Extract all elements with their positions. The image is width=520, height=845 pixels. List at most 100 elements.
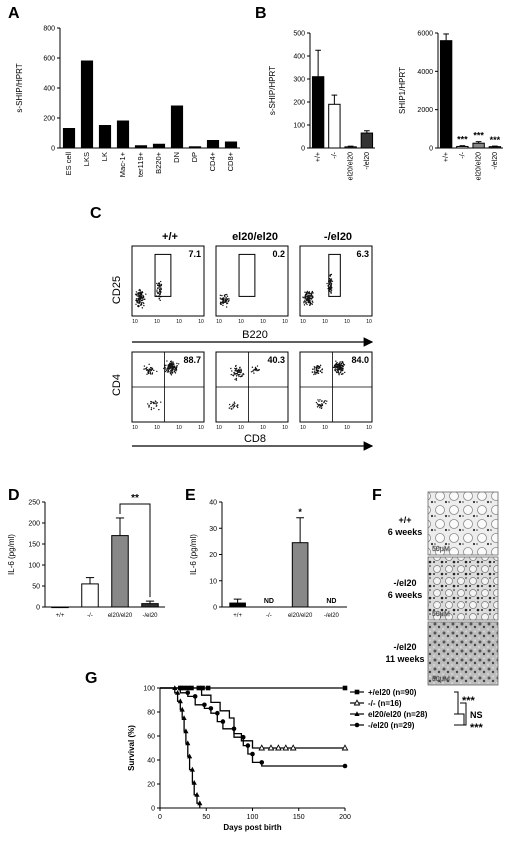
flow-event-dot [335, 363, 337, 365]
flow-event-dot [157, 287, 159, 289]
histology-genotype: +/+ [398, 515, 411, 525]
x-category-label: +/+ [233, 613, 242, 619]
x-category-label: ES cell [64, 152, 73, 176]
flow-event-dot [343, 371, 346, 374]
flow-event-dot [340, 373, 343, 375]
flow-tick-label: 10 [238, 425, 244, 431]
flow-event-dot [226, 293, 228, 296]
flow-event-dot [238, 371, 240, 374]
flow-event-dot [156, 291, 158, 293]
flow-event-dot [167, 369, 169, 372]
flow-event-dot [156, 289, 158, 291]
flow-event-dot [142, 296, 145, 298]
panel-label-a: A [8, 5, 20, 22]
flow-event-dot [252, 370, 254, 372]
flow-event-dot [167, 364, 170, 367]
histology-genotype: -/el20 [393, 578, 416, 588]
flow-event-dot [168, 370, 170, 373]
flow-event-dot [240, 369, 242, 371]
flow-event-dot [304, 301, 307, 303]
y-axis-label: s-SHIP/HPRT [15, 63, 24, 112]
flow-event-dot [254, 368, 257, 371]
flow-event-dot [258, 369, 260, 371]
flow-event-dot [166, 371, 169, 373]
flow-event-dot [164, 370, 167, 373]
flow-event-dot [250, 371, 253, 373]
survival-curve [160, 687, 201, 808]
triangle-marker [179, 706, 185, 712]
y-tick-label: 30 [209, 526, 217, 533]
flow-event-dot [309, 304, 311, 306]
histology-age: 11 weeks [385, 654, 424, 664]
triangle-open-marker [282, 744, 290, 751]
flow-event-dot [234, 367, 236, 370]
flow-event-dot [336, 369, 339, 371]
bar [134, 145, 148, 149]
y-tick-label: 300 [293, 77, 305, 84]
flow-event-dot [227, 298, 229, 300]
significance-bracket [119, 503, 151, 598]
x-category-label: +/+ [443, 152, 450, 162]
chart-b-ship1: 0 2000 4000 6000 SHIP1/HPRT +/+ -/- *** el20/el2… [398, 31, 503, 180]
flow-event-dot [342, 365, 344, 368]
chart-g-survival: 0 20 40 60 80 100 0 50 100 150 200 Days post birth S… [127, 685, 484, 832]
flow-event-dot [339, 366, 341, 369]
y-axis-label: IL-6 (pg/ml) [7, 534, 16, 575]
flow-event-dot [313, 373, 315, 376]
flow-event-dot [144, 368, 146, 370]
square-marker [205, 685, 211, 691]
flow-event-dot [330, 273, 333, 276]
flow-event-dot [311, 371, 314, 373]
flow-event-dot [317, 399, 319, 401]
y-tick-label: 10 [209, 578, 217, 585]
y-tick-label: 0 [51, 146, 55, 153]
scale-bar-label: 50μM [432, 676, 450, 683]
bar [472, 142, 485, 149]
flow-tick-label: 10 [344, 425, 350, 431]
y-tick-label: 100 [28, 563, 40, 570]
flow-tick-label: 10 [216, 319, 222, 325]
flow-event-dot [170, 362, 173, 364]
flow-event-dot [137, 295, 140, 297]
flow-plot-frame [131, 245, 205, 317]
bar [328, 103, 341, 149]
flow-event-dot [308, 291, 310, 293]
histology-image [427, 621, 499, 686]
flow-event-dot [314, 372, 316, 374]
circle-marker [342, 763, 348, 769]
flow-event-dot [233, 401, 236, 403]
flow-event-dot [305, 291, 308, 294]
flow-event-dot [316, 406, 319, 408]
circle-marker [215, 710, 220, 716]
flow-event-dot [319, 406, 321, 409]
flow-event-dot [228, 298, 230, 300]
flow-event-dot [221, 301, 223, 304]
x-category-label: -/- [87, 613, 93, 619]
flow-event-dot [150, 402, 152, 405]
flow-event-dot [320, 400, 323, 402]
flow-event-dot [159, 286, 161, 288]
flow-event-dot [239, 367, 241, 369]
flow-event-dot [222, 304, 224, 307]
flow-event-dot [153, 369, 155, 372]
flow-event-dot [136, 301, 138, 303]
flow-tick-label: 10 [282, 425, 288, 431]
flow-row2-xlabel: CD8 [244, 433, 266, 445]
flow-event-dot [308, 301, 311, 304]
flow-event-dot [137, 302, 140, 304]
flow-event-dot [231, 404, 234, 407]
flow-event-dot [169, 365, 172, 368]
flow-tick-label: 10 [154, 425, 160, 431]
flow-event-dot [164, 368, 167, 370]
flow-event-dot [234, 378, 236, 381]
flow-event-dot [311, 302, 313, 305]
x-category-label: DN [172, 152, 181, 163]
circle-marker [185, 690, 191, 696]
flow-event-dot [154, 400, 157, 402]
flow-gate [154, 253, 172, 297]
flow-event-dot [317, 370, 319, 372]
flow-event-dot [173, 366, 175, 369]
flow-event-dot [339, 361, 341, 363]
flow-event-dot [256, 370, 258, 372]
